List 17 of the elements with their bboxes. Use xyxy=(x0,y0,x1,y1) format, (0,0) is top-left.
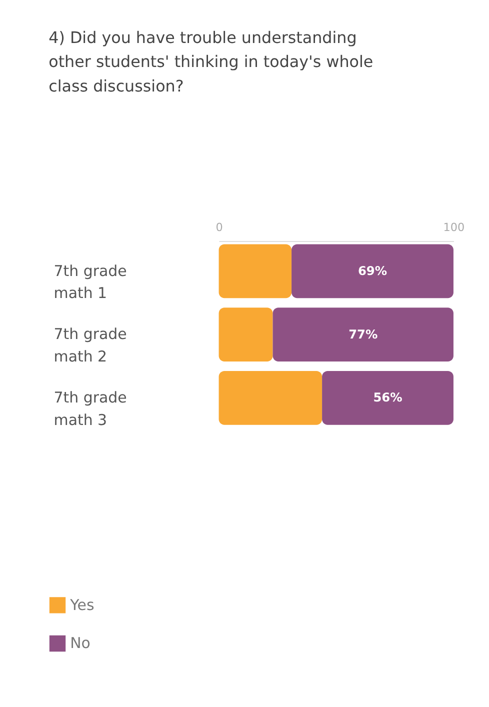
legend-label: Yes xyxy=(69,596,94,614)
bar xyxy=(218,244,292,298)
legend-label: No xyxy=(70,634,90,652)
bar xyxy=(272,308,454,362)
data-label: 77% xyxy=(348,327,378,342)
x-tick-label: 0 xyxy=(216,221,223,234)
y-tick-label: 7th grade math 2 xyxy=(54,325,127,366)
bar xyxy=(322,370,454,425)
bar xyxy=(218,370,322,425)
data-label: 56% xyxy=(373,390,402,405)
data-label: 69% xyxy=(358,264,388,278)
bar xyxy=(218,308,273,362)
y-tick-label: 7th grade math 1 xyxy=(54,262,127,302)
y-tick-label: 7th grade math 3 xyxy=(54,388,127,430)
bar xyxy=(292,244,454,298)
x-tick-label: 100 xyxy=(443,221,465,234)
chart-title: 4) Did you have trouble understanding other students' thinking in today's whole class discussion? xyxy=(48,28,374,96)
